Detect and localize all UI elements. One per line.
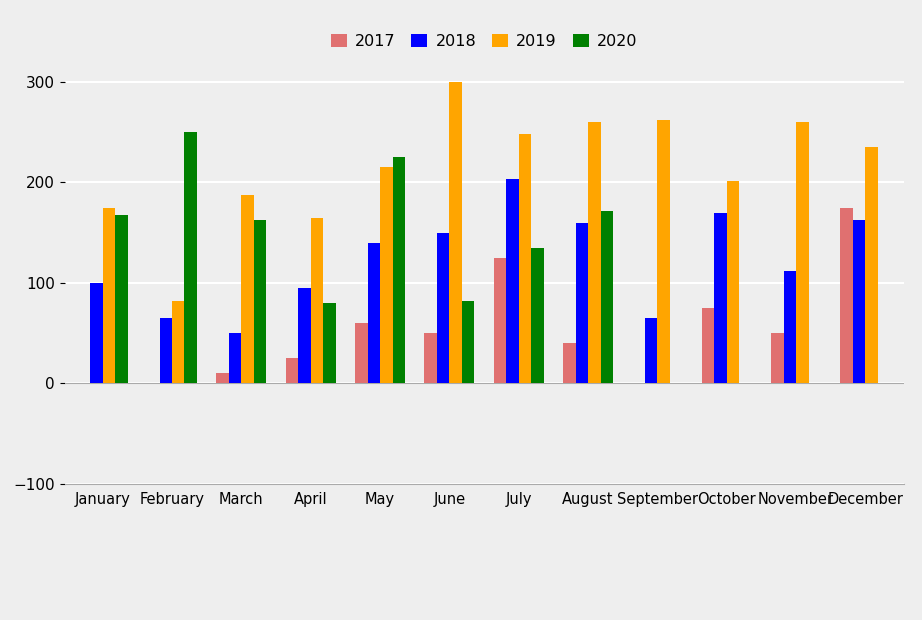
Legend: 2017, 2018, 2019, 2020: 2017, 2018, 2019, 2020	[325, 28, 644, 56]
Bar	[229, 333, 242, 383]
Bar	[702, 308, 715, 383]
Bar	[462, 301, 474, 383]
Bar	[102, 208, 115, 383]
Bar	[563, 343, 575, 383]
Bar	[784, 271, 796, 383]
Bar	[866, 148, 878, 383]
Bar	[217, 373, 229, 383]
Bar	[727, 182, 739, 383]
Bar	[853, 219, 866, 383]
Bar	[324, 303, 336, 383]
Bar	[588, 122, 600, 383]
Bar	[600, 211, 613, 383]
Bar	[531, 248, 544, 383]
Bar	[184, 132, 197, 383]
Bar	[424, 333, 437, 383]
Bar	[644, 318, 657, 383]
Bar	[449, 82, 462, 383]
Bar	[657, 120, 670, 383]
Bar	[254, 219, 266, 383]
Bar	[796, 122, 809, 383]
Bar	[160, 318, 172, 383]
Bar	[771, 333, 784, 383]
Bar	[115, 215, 127, 383]
Bar	[90, 283, 102, 383]
Bar	[298, 288, 311, 383]
Bar	[519, 135, 531, 383]
Bar	[368, 242, 380, 383]
Bar	[380, 167, 393, 383]
Bar	[355, 323, 368, 383]
Bar	[311, 218, 324, 383]
Bar	[286, 358, 298, 383]
Bar	[575, 223, 588, 383]
Bar	[715, 213, 727, 383]
Bar	[437, 232, 449, 383]
Bar	[172, 301, 184, 383]
Bar	[841, 208, 853, 383]
Bar	[242, 195, 254, 383]
Bar	[506, 179, 519, 383]
Bar	[393, 157, 405, 383]
Bar	[494, 258, 506, 383]
